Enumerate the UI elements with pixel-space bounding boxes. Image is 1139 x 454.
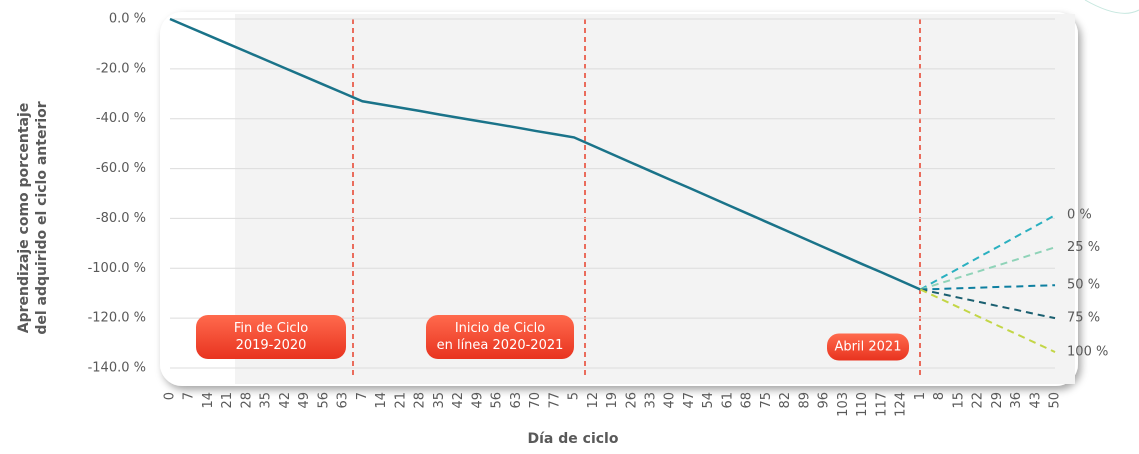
decor-curve: [1084, 0, 1139, 14]
x-tick-label: 28: [239, 392, 254, 409]
x-tick-label: 14: [201, 392, 216, 409]
x-tick-label: 21: [393, 392, 408, 409]
x-tick-label: 56: [316, 392, 331, 409]
x-tick-label: 49: [297, 392, 312, 409]
y-tick-label: 0.0 %: [109, 12, 146, 27]
series-line: [919, 288, 1056, 353]
x-tick-label: 63: [509, 392, 524, 409]
x-tick-label: 36: [1009, 392, 1024, 409]
x-tick-label: 117: [874, 392, 889, 417]
x-tick-label: 77: [547, 392, 562, 409]
annotation-text: Inicio de Ciclo: [455, 321, 545, 336]
annotation-text: Fin de Ciclo: [234, 321, 308, 336]
x-tick-label: 28: [413, 392, 428, 409]
x-tick-label: 56: [490, 392, 505, 409]
y-axis-title: Aprendizaje como porcentaje: [16, 103, 32, 334]
x-tick-label: 1: [913, 392, 928, 400]
series-line: [920, 288, 1056, 320]
x-tick-label: 14: [374, 392, 389, 409]
annotation-pill: [426, 315, 574, 359]
series-label: 50 %: [1067, 278, 1100, 293]
y-tick-label: -80.0 %: [96, 211, 146, 226]
x-tick-label: 29: [990, 392, 1005, 409]
x-tick-label: 0: [163, 392, 178, 400]
annotation-pill: [196, 315, 346, 359]
x-tick-label: 21: [220, 392, 235, 409]
series-line: [169, 17, 921, 291]
x-tick-label: 70: [528, 392, 543, 409]
x-tick-label: 96: [817, 392, 832, 409]
y-axis-title: del adquirido el ciclo anterior: [34, 101, 50, 334]
series-line: [919, 214, 1056, 291]
x-tick-label: 47: [682, 392, 697, 409]
x-tick-label: 103: [836, 392, 851, 417]
x-tick-label: 7: [182, 392, 197, 400]
x-tick-label: 15: [951, 392, 966, 409]
x-tick-label: 68: [740, 392, 755, 409]
x-tick-label: 89: [797, 392, 812, 409]
series-label: 75 %: [1067, 311, 1100, 326]
x-tick-label: 42: [278, 392, 293, 409]
x-tick-label: 61: [720, 392, 735, 409]
x-tick-label: 43: [1028, 392, 1043, 409]
x-tick-label: 33: [644, 392, 659, 409]
y-tick-label: -100.0 %: [88, 261, 146, 276]
x-tick-label: 54: [701, 392, 716, 409]
x-tick-label: 75: [759, 392, 774, 409]
x-tick-label: 5: [567, 392, 582, 400]
annotation-text: 2019-2020: [236, 338, 307, 353]
x-tick-label: 50: [1048, 392, 1063, 409]
x-tick-label: 35: [432, 392, 447, 409]
x-tick-label: 35: [259, 392, 274, 409]
y-tick-label: -120.0 %: [88, 311, 146, 326]
y-tick-label: -60.0 %: [96, 161, 146, 176]
annotation-text: Abril 2021: [835, 340, 902, 355]
series-label: 100 %: [1067, 345, 1108, 360]
x-tick-label: 40: [663, 392, 678, 409]
x-tick-label: 26: [624, 392, 639, 409]
y-tick-label: -40.0 %: [96, 111, 146, 126]
series-line: [920, 284, 1056, 291]
plot-band: [235, 14, 1075, 384]
x-tick-label: 42: [451, 392, 466, 409]
x-tick-label: 82: [778, 392, 793, 409]
annotation-pill: [827, 333, 909, 361]
y-tick-label: -20.0 %: [96, 61, 146, 76]
x-tick-label: 19: [605, 392, 620, 409]
series-label: 25 %: [1067, 240, 1100, 255]
x-tick-label: 63: [336, 392, 351, 409]
series-label: 0 %: [1067, 208, 1092, 223]
x-axis-title: Día de ciclo: [528, 431, 619, 447]
x-tick-label: 12: [586, 392, 601, 409]
annotation-text: en línea 2020-2021: [437, 338, 564, 353]
y-tick-label: -140.0 %: [88, 361, 146, 376]
x-tick-label: 8: [932, 392, 947, 400]
x-tick-label: 49: [470, 392, 485, 409]
x-tick-label: 110: [855, 392, 870, 417]
x-tick-label: 22: [971, 392, 986, 409]
x-tick-label: 124: [894, 392, 909, 417]
x-tick-label: 7: [355, 392, 370, 400]
